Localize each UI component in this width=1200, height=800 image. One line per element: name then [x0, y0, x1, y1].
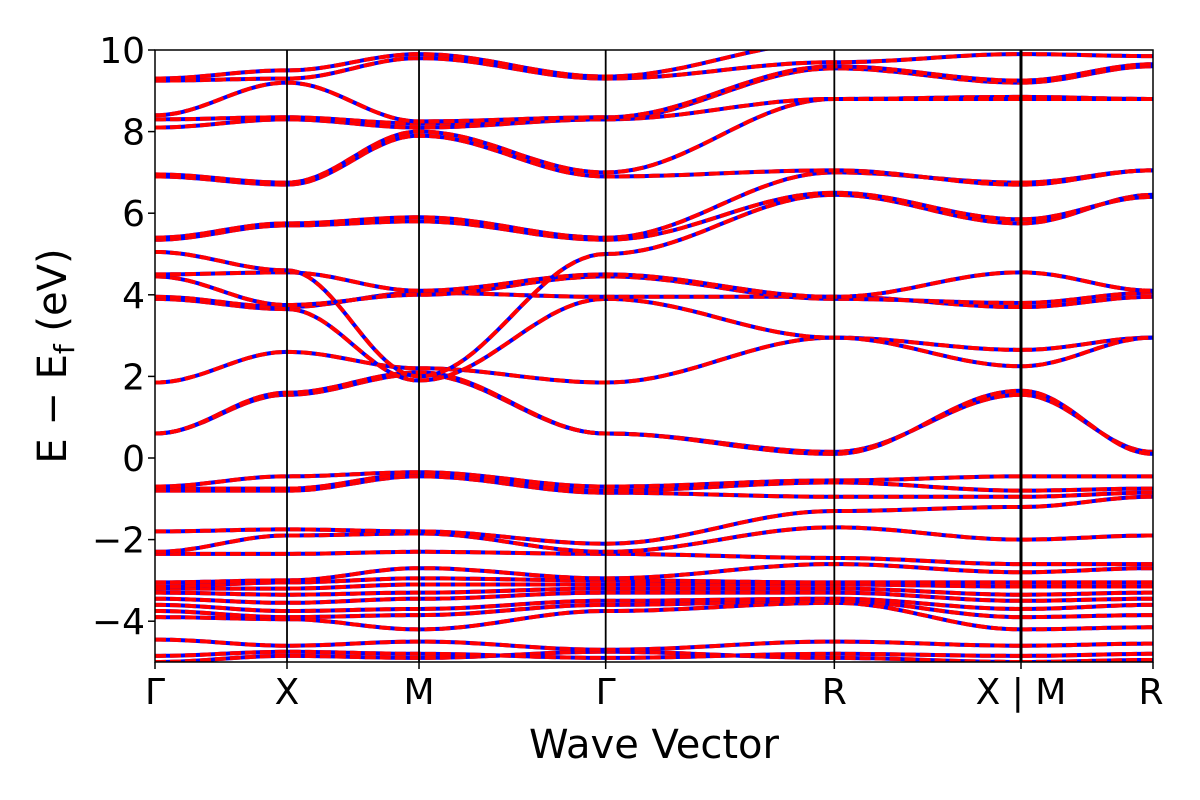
band-line-spin-down-28	[155, 94, 1153, 185]
band-line-spin-up-2	[155, 637, 1153, 652]
y-tick-label-7: −4	[92, 602, 145, 643]
band-line-spin-up-31	[155, 62, 1153, 124]
bands-layer	[155, 50, 1153, 662]
y-tick-label-6: −2	[92, 521, 145, 562]
band-line-spin-up-6	[155, 590, 1153, 605]
band-line-spin-up-11	[155, 549, 1153, 567]
band-line-spin-up-4	[155, 598, 1153, 620]
band-line-spin-up-10	[155, 562, 1153, 585]
band-line-spin-up-8	[155, 582, 1153, 591]
y-axis-label-main: E − E	[30, 354, 76, 464]
band-line-spin-up-12	[155, 525, 1153, 554]
y-axis-label: E − Ef (eV)	[30, 248, 81, 463]
plot-frame	[154, 49, 1154, 663]
band-line-spin-up-17	[155, 372, 1153, 454]
band-line-spin-up-29	[155, 97, 1153, 130]
band-line-spin-up-9	[155, 576, 1153, 589]
band-line-spin-up-22	[155, 274, 1153, 307]
y-axis-ticks: 10 8 6 4 2 0 −2 −4	[92, 31, 155, 643]
band-line-spin-up-33	[155, 50, 772, 81]
y-axis-label-units: (eV)	[30, 248, 76, 344]
band-line-spin-up-23	[155, 270, 1153, 299]
x-tick-label-6: R	[1138, 672, 1163, 713]
x-tick-label-2: M	[403, 672, 434, 713]
x-axis-label: Wave Vector	[529, 722, 780, 768]
y-tick-label-1: 8	[122, 113, 145, 154]
x-axis-ticks: Γ X M Γ R X | M R	[145, 662, 1164, 713]
y-tick-label-5: 0	[122, 439, 145, 480]
band-line-spin-up-7	[155, 586, 1153, 597]
band-line-spin-up-1	[155, 649, 1153, 660]
x-tick-label-0: Γ	[145, 672, 165, 713]
band-line-spin-up-5	[155, 596, 1153, 613]
band-line-spin-up-3	[155, 600, 1153, 632]
band-line-spin-down-17	[155, 372, 1153, 454]
band-line-spin-up-20	[155, 296, 1153, 383]
y-tick-label-2: 6	[122, 194, 145, 235]
band-line-spin-up-28	[155, 94, 1153, 185]
y-axis-label-subscript: f	[48, 343, 81, 354]
band-line-spin-down-18	[155, 370, 1153, 456]
x-tick-label-1: X	[275, 672, 300, 713]
x-tick-label-5: X | M	[976, 672, 1067, 713]
kpoint-dividers	[286, 50, 1023, 662]
y-tick-label-4: 2	[122, 357, 145, 398]
y-tick-label-0: 10	[99, 31, 145, 72]
x-tick-label-4: R	[822, 672, 847, 713]
y-tick-label-3: 4	[122, 276, 145, 317]
band-line-spin-up-19	[155, 335, 1153, 385]
band-line-spin-up-32	[155, 52, 1153, 83]
band-line-spin-up-15	[155, 472, 1153, 493]
band-line-spin-up-18	[155, 370, 1153, 456]
band-line-spin-up-13	[155, 494, 1153, 546]
band-line-spin-up-27	[155, 133, 1153, 187]
band-line-spin-up-16	[155, 470, 1153, 489]
x-tick-label-3: Γ	[596, 672, 616, 713]
